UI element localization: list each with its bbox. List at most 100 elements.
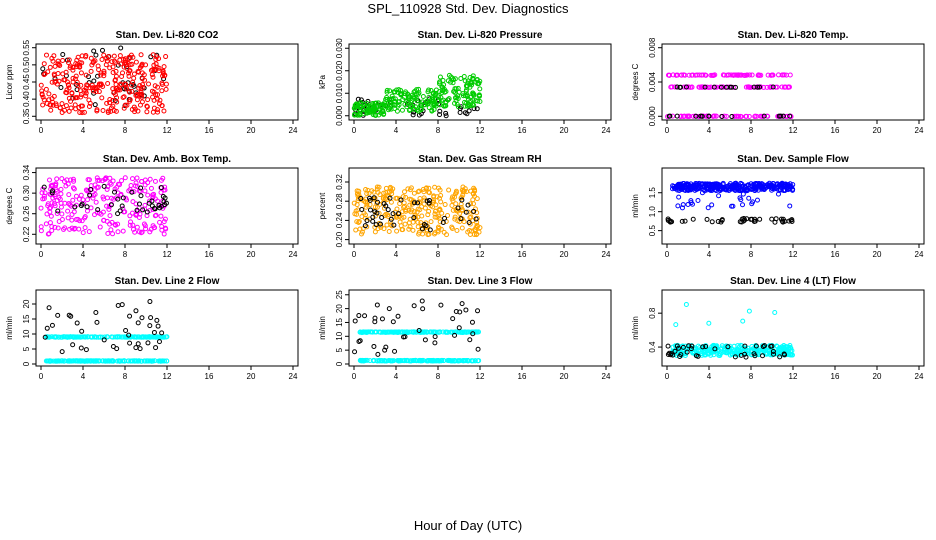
data-point — [718, 84, 724, 90]
x-tick-label: 20 — [560, 250, 569, 259]
data-point — [147, 176, 153, 182]
y-tick-label: 0 — [335, 361, 344, 366]
data-point — [740, 202, 746, 208]
data-point — [145, 97, 151, 103]
data-point — [356, 313, 362, 319]
data-point — [703, 343, 709, 349]
data-point — [149, 198, 155, 204]
data-point — [120, 95, 126, 101]
data-point — [449, 202, 455, 208]
data-point — [723, 113, 729, 119]
data-point — [45, 334, 51, 340]
data-point — [456, 89, 462, 95]
data-point — [147, 334, 153, 340]
data-point — [688, 346, 694, 352]
data-point — [422, 337, 428, 343]
data-point — [132, 106, 138, 112]
data-point — [66, 60, 72, 66]
data-point — [127, 97, 133, 103]
data-point — [69, 211, 75, 217]
y-axis-label: ml/min — [5, 316, 14, 340]
data-point — [83, 347, 89, 353]
data-point — [46, 97, 52, 103]
data-point — [78, 345, 84, 351]
data-point — [121, 94, 127, 100]
data-point — [680, 113, 686, 119]
data-point — [667, 218, 673, 224]
data-point — [67, 226, 73, 232]
x-tick-label: 0 — [665, 250, 670, 259]
data-point — [470, 358, 476, 364]
data-point — [47, 177, 53, 183]
chart-title: Stan. Dev. Line 4 (LT) Flow — [730, 276, 856, 287]
data-point — [470, 75, 476, 81]
data-point — [406, 108, 412, 114]
data-point — [134, 207, 140, 213]
data-point — [353, 227, 359, 233]
data-point — [115, 196, 121, 202]
data-point — [64, 79, 70, 85]
data-point — [426, 190, 432, 196]
data-point — [443, 113, 449, 119]
data-point — [80, 358, 86, 364]
data-point — [724, 185, 730, 191]
data-point — [467, 337, 473, 343]
data-point — [43, 221, 49, 227]
data-point — [415, 200, 421, 206]
data-point — [372, 112, 378, 118]
data-point — [390, 319, 396, 325]
data-point — [682, 72, 688, 78]
data-point — [139, 179, 145, 185]
data-point — [731, 113, 737, 119]
data-point — [101, 68, 107, 74]
data-point — [452, 95, 458, 101]
data-point — [468, 214, 474, 220]
data-point — [159, 330, 165, 336]
data-point — [411, 358, 417, 364]
data-point — [666, 72, 672, 78]
data-point — [142, 188, 148, 194]
data-point — [87, 192, 93, 198]
y-axis-label: ml/min — [318, 316, 327, 340]
data-point — [383, 185, 389, 191]
data-point — [156, 65, 162, 71]
data-point — [50, 188, 56, 194]
data-point — [732, 354, 738, 360]
data-point — [780, 113, 786, 119]
data-point — [462, 78, 468, 84]
data-point — [697, 344, 703, 350]
data-point — [38, 205, 44, 211]
data-point — [470, 191, 476, 197]
data-point — [136, 201, 142, 207]
data-point — [437, 219, 443, 225]
data-point — [158, 213, 164, 219]
data-point — [136, 188, 142, 194]
data-point — [73, 334, 79, 340]
data-point — [709, 186, 715, 192]
data-point — [48, 213, 54, 219]
data-point — [120, 228, 126, 234]
data-point — [41, 97, 47, 103]
data-point — [148, 67, 154, 73]
data-point — [84, 204, 90, 210]
data-point — [106, 206, 112, 212]
x-tick-label: 16 — [205, 126, 214, 135]
data-point — [157, 334, 163, 340]
data-point — [382, 195, 388, 201]
data-point — [752, 114, 758, 120]
data-point — [444, 232, 450, 238]
data-point — [758, 72, 764, 78]
x-tick-label: 16 — [831, 126, 840, 135]
data-point — [126, 73, 132, 79]
x-tick-label: 24 — [915, 372, 924, 381]
data-point — [117, 57, 123, 63]
data-point — [127, 89, 133, 95]
data-point — [415, 91, 421, 97]
data-point — [151, 329, 157, 335]
data-point — [716, 193, 722, 199]
data-point — [410, 227, 416, 233]
data-point — [693, 113, 699, 119]
y-tick-label: 0.20 — [335, 231, 344, 247]
data-point — [351, 200, 357, 206]
data-point — [375, 199, 381, 205]
